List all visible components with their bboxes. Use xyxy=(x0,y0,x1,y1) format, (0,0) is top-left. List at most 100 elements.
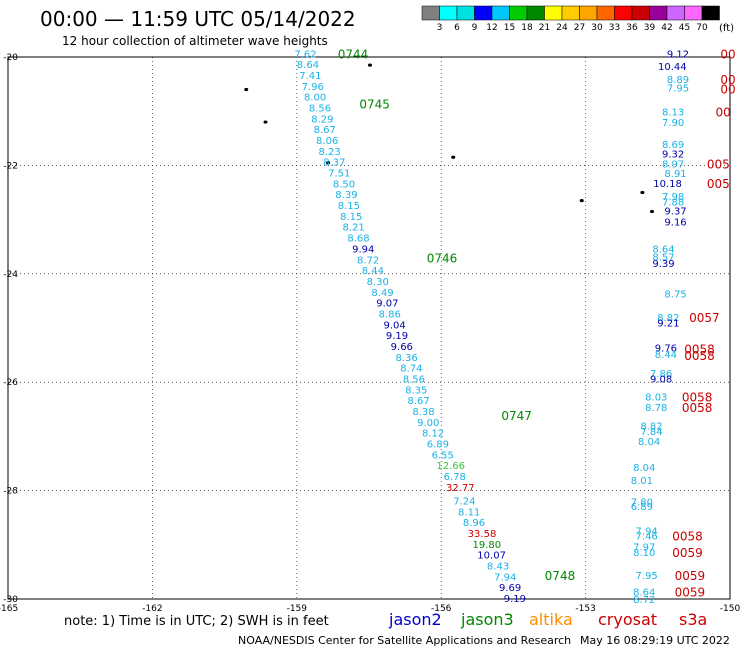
wave-height-label: 7.24 xyxy=(453,496,475,507)
wave-height-label: 8.44 xyxy=(362,266,384,277)
wave-height-label: 8.04 xyxy=(638,437,660,448)
latitude-tick: -26 xyxy=(3,378,18,388)
wave-height-label: 8.11 xyxy=(458,507,480,518)
wave-height-label: 8.23 xyxy=(318,147,340,158)
pass-time-label: 0059 xyxy=(675,569,706,583)
wave-height-label: 7.46 xyxy=(636,532,658,543)
pass-time-label: 0058 xyxy=(682,390,713,404)
longitude-tick: -159 xyxy=(287,604,308,614)
wave-height-label: 8.56 xyxy=(403,374,425,385)
wave-height-label: 7.95 xyxy=(636,571,658,582)
wave-height-label: 8.15 xyxy=(338,201,360,212)
island-marker xyxy=(650,209,655,214)
wave-height-label: 9.08 xyxy=(650,374,672,385)
island-marker xyxy=(367,63,372,67)
wave-height-label: 10.07 xyxy=(477,551,506,562)
legend-tick-label: 15 xyxy=(504,23,515,33)
pass-time-label-clipped: 005 xyxy=(707,157,730,171)
island-marker xyxy=(640,190,645,195)
wave-height-label: 9.94 xyxy=(352,244,374,255)
legend-tick-label: 42 xyxy=(661,23,672,33)
wave-height-label: 7.62 xyxy=(294,49,316,60)
island-markers xyxy=(244,63,655,214)
wave-height-label: 7.95 xyxy=(667,83,689,94)
wave-height-label: 12.66 xyxy=(436,461,465,472)
wave-height-label: 7.80 xyxy=(631,498,653,509)
wave-height-label: 8.74 xyxy=(400,364,422,375)
wave-height-label: 8.12 xyxy=(422,429,444,440)
island-marker xyxy=(244,87,249,92)
legend-swatch xyxy=(491,5,510,21)
wave-height-label: 8.15 xyxy=(340,212,362,223)
page-title: 00:00 — 11:59 UTC 05/14/2022 xyxy=(40,7,356,31)
satellite-label-jason2: jason2 xyxy=(388,610,442,629)
wave-height-label: 9.04 xyxy=(383,320,405,331)
wave-height-label: 7.51 xyxy=(328,169,350,180)
legend-tick-label: 12 xyxy=(486,23,497,33)
legend-tick-label: 70 xyxy=(696,23,708,33)
pass-time-label: 0058 xyxy=(672,530,703,544)
legend-swatch xyxy=(596,5,615,21)
wave-height-label: 7.84 xyxy=(640,427,662,438)
wave-height-label: 32.77 xyxy=(446,483,475,494)
wave-height-label: 7.88 xyxy=(662,197,684,208)
pass-time-label-clipped: 00 xyxy=(720,47,735,61)
wave-height-label: 9.69 xyxy=(499,583,521,594)
wave-height-label: 9.37 xyxy=(664,206,686,217)
latitude-tick: -22 xyxy=(3,161,18,171)
legend-swatch xyxy=(456,5,475,21)
legend-tick-label: 6 xyxy=(454,23,460,33)
longitude-tick-labels: -165 -162 -159 -156 -153 -150 xyxy=(0,604,740,614)
wave-height-label: 7.97 xyxy=(633,543,655,554)
wave-height-label: 8.69 xyxy=(662,140,684,151)
wave-height-label: 8.35 xyxy=(405,385,427,396)
legend-tick-label: 18 xyxy=(521,23,533,33)
pass-time-label-clipped: 005 xyxy=(707,177,730,191)
legend-swatch xyxy=(649,5,668,21)
wave-height-label: 9.21 xyxy=(657,319,679,330)
wave-height-label: 8.57 xyxy=(652,253,674,264)
satellite-label-jason3: jason3 xyxy=(460,610,514,629)
island-marker xyxy=(579,199,584,203)
legend-tick-label: 45 xyxy=(679,23,690,33)
legend-tick-label: 24 xyxy=(556,23,568,33)
longitude-tick: -165 xyxy=(0,604,18,614)
satellite-label-altika: altika xyxy=(529,610,573,629)
island-marker xyxy=(263,120,268,124)
wave-height-label: 7.94 xyxy=(636,526,658,537)
wave-height-label: 9.19 xyxy=(504,594,526,605)
wave-height-label: 8.04 xyxy=(633,463,655,474)
wave-height-label: 33.58 xyxy=(468,529,497,540)
wave-height-label: 8.89 xyxy=(667,75,689,86)
wave-height-label: 10.18 xyxy=(653,179,682,190)
footer-note: note: 1) Time is in UTC; 2) SWH is in fe… xyxy=(64,614,329,629)
wave-height-label: 8.00 xyxy=(304,93,326,104)
latitude-tick: -28 xyxy=(3,487,18,497)
wave-height-label: 9.76 xyxy=(655,344,677,355)
footer-generated-time: May 16 08:29:19 UTC 2022 xyxy=(580,634,730,647)
wave-height-label: 6.55 xyxy=(432,450,454,461)
wave-height-label: 19.80 xyxy=(472,540,501,551)
legend-swatch xyxy=(561,5,580,21)
longitude-tick: -156 xyxy=(431,604,452,614)
latitude-tick: -20 xyxy=(3,53,18,63)
island-marker xyxy=(451,155,456,159)
legend-swatch xyxy=(474,5,493,21)
pass-time-label-clipped: 00 xyxy=(720,83,735,97)
wave-height-label: 9.66 xyxy=(391,342,413,353)
wave-height-label: 8.39 xyxy=(335,190,357,201)
satellite-label-s3a: s3a xyxy=(679,610,707,629)
pass-time-label: 0058 xyxy=(684,349,715,363)
legend-swatch xyxy=(544,5,563,21)
wave-height-label: 7.90 xyxy=(662,118,684,129)
pass-time-label-clipped: 00 xyxy=(716,105,731,119)
legend-tick-label: 9 xyxy=(472,23,478,33)
pass-time-label: 0744 xyxy=(338,47,369,61)
legend-tick-label: 39 xyxy=(644,23,656,33)
wave-height-label: 6.89 xyxy=(631,502,653,513)
wave-height-label: 7.86 xyxy=(650,369,672,380)
wave-height-label: 8.21 xyxy=(343,223,365,234)
wave-height-label: 8.68 xyxy=(347,234,369,245)
wave-height-label: 9.39 xyxy=(652,259,674,270)
